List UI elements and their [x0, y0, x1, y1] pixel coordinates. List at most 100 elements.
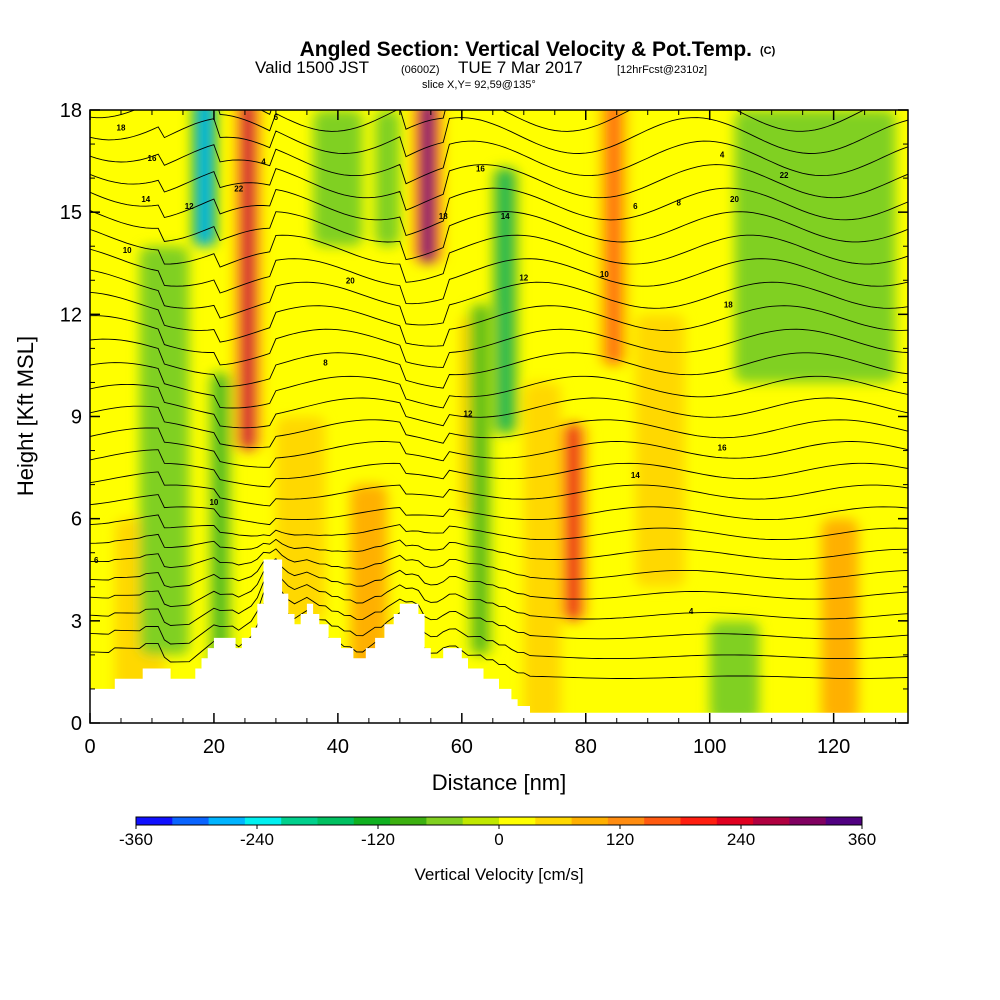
theta-contour-line: [90, 568, 908, 620]
theta-contour-label: 14: [141, 195, 150, 204]
y-tick-label: 0: [71, 713, 82, 735]
subtitle-date: TUE 7 Mar 2017: [458, 58, 583, 77]
x-tick-label: 20: [203, 736, 225, 758]
theta-contour-label: 12: [464, 410, 473, 419]
theta-contour-line: [90, 338, 908, 389]
colorbar-swatch: [136, 817, 173, 825]
theta-contour-label: 8: [676, 198, 681, 207]
colorbar: [135, 816, 863, 826]
subtitle-fcst: [12hrFcst@2310z]: [617, 64, 707, 76]
x-tick-label: 80: [575, 736, 597, 758]
colorbar-swatch: [535, 817, 573, 825]
theta-contour-line: [90, 164, 908, 211]
theta-contour-label: 10: [209, 498, 218, 507]
colorbar-swatch: [753, 817, 790, 825]
y-tick-label: 18: [60, 100, 82, 122]
theta-contour-label: 10: [600, 270, 609, 279]
colorbar-swatch: [172, 817, 210, 825]
velocity-region: [313, 110, 363, 247]
theta-contour-line: [90, 187, 908, 237]
theta-contour-line: [90, 558, 908, 600]
colorbar-swatch: [426, 817, 464, 825]
y-axis: 0 3 6 9 12 15 18: [60, 100, 908, 735]
theta-contour-label: 14: [501, 212, 510, 221]
colorbar-swatch: [716, 817, 754, 825]
colorbar-swatch: [499, 817, 536, 825]
theta-contour-line: [90, 315, 908, 368]
theta-contour-label: 18: [117, 123, 126, 132]
velocity-region: [635, 314, 685, 587]
theta-contour-label: 8: [323, 358, 328, 367]
theta-contour-label: 6: [633, 202, 638, 211]
theta-contour-line: [90, 449, 908, 488]
theta-contour-label: 6: [94, 556, 99, 565]
velocity-region: [523, 382, 561, 723]
theta-contour-label: 16: [718, 444, 727, 453]
theta-contour-line: [90, 228, 908, 283]
colorbar-tick-label: 120: [606, 830, 634, 849]
updraft-core: [609, 110, 618, 366]
theta-contour-line: [90, 427, 908, 468]
theta-contour-label: 12: [519, 273, 528, 282]
velocity-region: [709, 620, 760, 723]
theta-contour-line: [90, 269, 908, 326]
theta-contour-line: [90, 494, 908, 526]
downdraft-core: [200, 110, 209, 247]
slice-text: slice X,Y= 92,59@135°: [422, 79, 536, 91]
x-tick-label: 40: [327, 736, 349, 758]
theta-contour-line: [90, 210, 908, 261]
chart-subtitle: Valid 1500 JST (0600Z) TUE 7 Mar 2017 [1…: [255, 58, 707, 77]
theta-contour-label: 4: [261, 157, 266, 166]
velocity-field: [114, 110, 896, 723]
colorbar-label: Vertical Velocity [cm/s]: [414, 865, 583, 884]
theta-contour-label: 4: [689, 607, 694, 616]
colorbar-tick-label: 0: [494, 830, 503, 849]
updraft-core: [243, 110, 253, 451]
theta-contour-line: [90, 140, 908, 185]
colorbar-tick-label: -120: [361, 830, 395, 849]
theta-contour-line: [90, 590, 908, 660]
theta-contour-line: [90, 405, 908, 448]
updraft-core: [569, 423, 578, 621]
subtitle-valid: Valid 1500 JST: [255, 58, 369, 77]
y-tick-label: 12: [60, 304, 82, 326]
theta-contour-line: [90, 548, 908, 580]
colorbar-swatch: [353, 817, 391, 825]
downdraft-core: [500, 167, 510, 434]
x-axis: 0 20 40 60 80 100 120: [84, 110, 897, 758]
colorbar-swatch: [571, 817, 609, 825]
plot-area: 18 16 14 12 10 6 4 22 20 8 18 16 14 12 10 6 4 22 20 8 18 16 14…: [90, 110, 908, 723]
colorbar-swatch: [825, 817, 863, 825]
colorbar-swatch: [644, 817, 681, 825]
velocity-region: [275, 416, 326, 621]
theta-contour-label: 4: [720, 151, 725, 160]
theta-contour-label: 6: [274, 113, 279, 122]
theta-contour-label: 10: [123, 246, 132, 255]
y-tick-label: 6: [71, 509, 82, 531]
y-axis-label: Height [Kft MSL]: [13, 336, 38, 496]
colorbar-swatch: [317, 817, 355, 825]
theta-contour-label: 14: [631, 471, 640, 480]
colorbar-tick-labels: -360 -240 -120 0 120 240 360: [119, 825, 876, 849]
theta-contour-line: [90, 533, 908, 560]
theta-contour-line: [90, 291, 908, 347]
y-tick-label: 9: [71, 407, 82, 429]
theta-contour-label: 18: [439, 212, 448, 221]
x-tick-label: 100: [693, 736, 726, 758]
y-tick-label: 15: [60, 202, 82, 224]
theta-contour-labels: 18 16 14 12 10 6 4 22 20 8 18 16 14 12 10 6 4 22 20 8 18 16 14…: [94, 113, 789, 616]
theta-contour-line: [90, 471, 908, 507]
x-tick-label: 60: [451, 736, 473, 758]
theta-contour-line: [90, 117, 908, 158]
theta-contour-line: [90, 362, 908, 409]
chart-title-suffix: (C): [760, 45, 776, 57]
downdraft-core: [476, 304, 485, 655]
x-tick-label: 0: [84, 736, 95, 758]
velocity-region: [375, 110, 400, 247]
colorbar-swatch: [244, 817, 282, 825]
theta-contour-label: 16: [148, 154, 157, 163]
colorbar-swatch: [208, 817, 246, 825]
theta-contour-label: 16: [476, 164, 485, 173]
